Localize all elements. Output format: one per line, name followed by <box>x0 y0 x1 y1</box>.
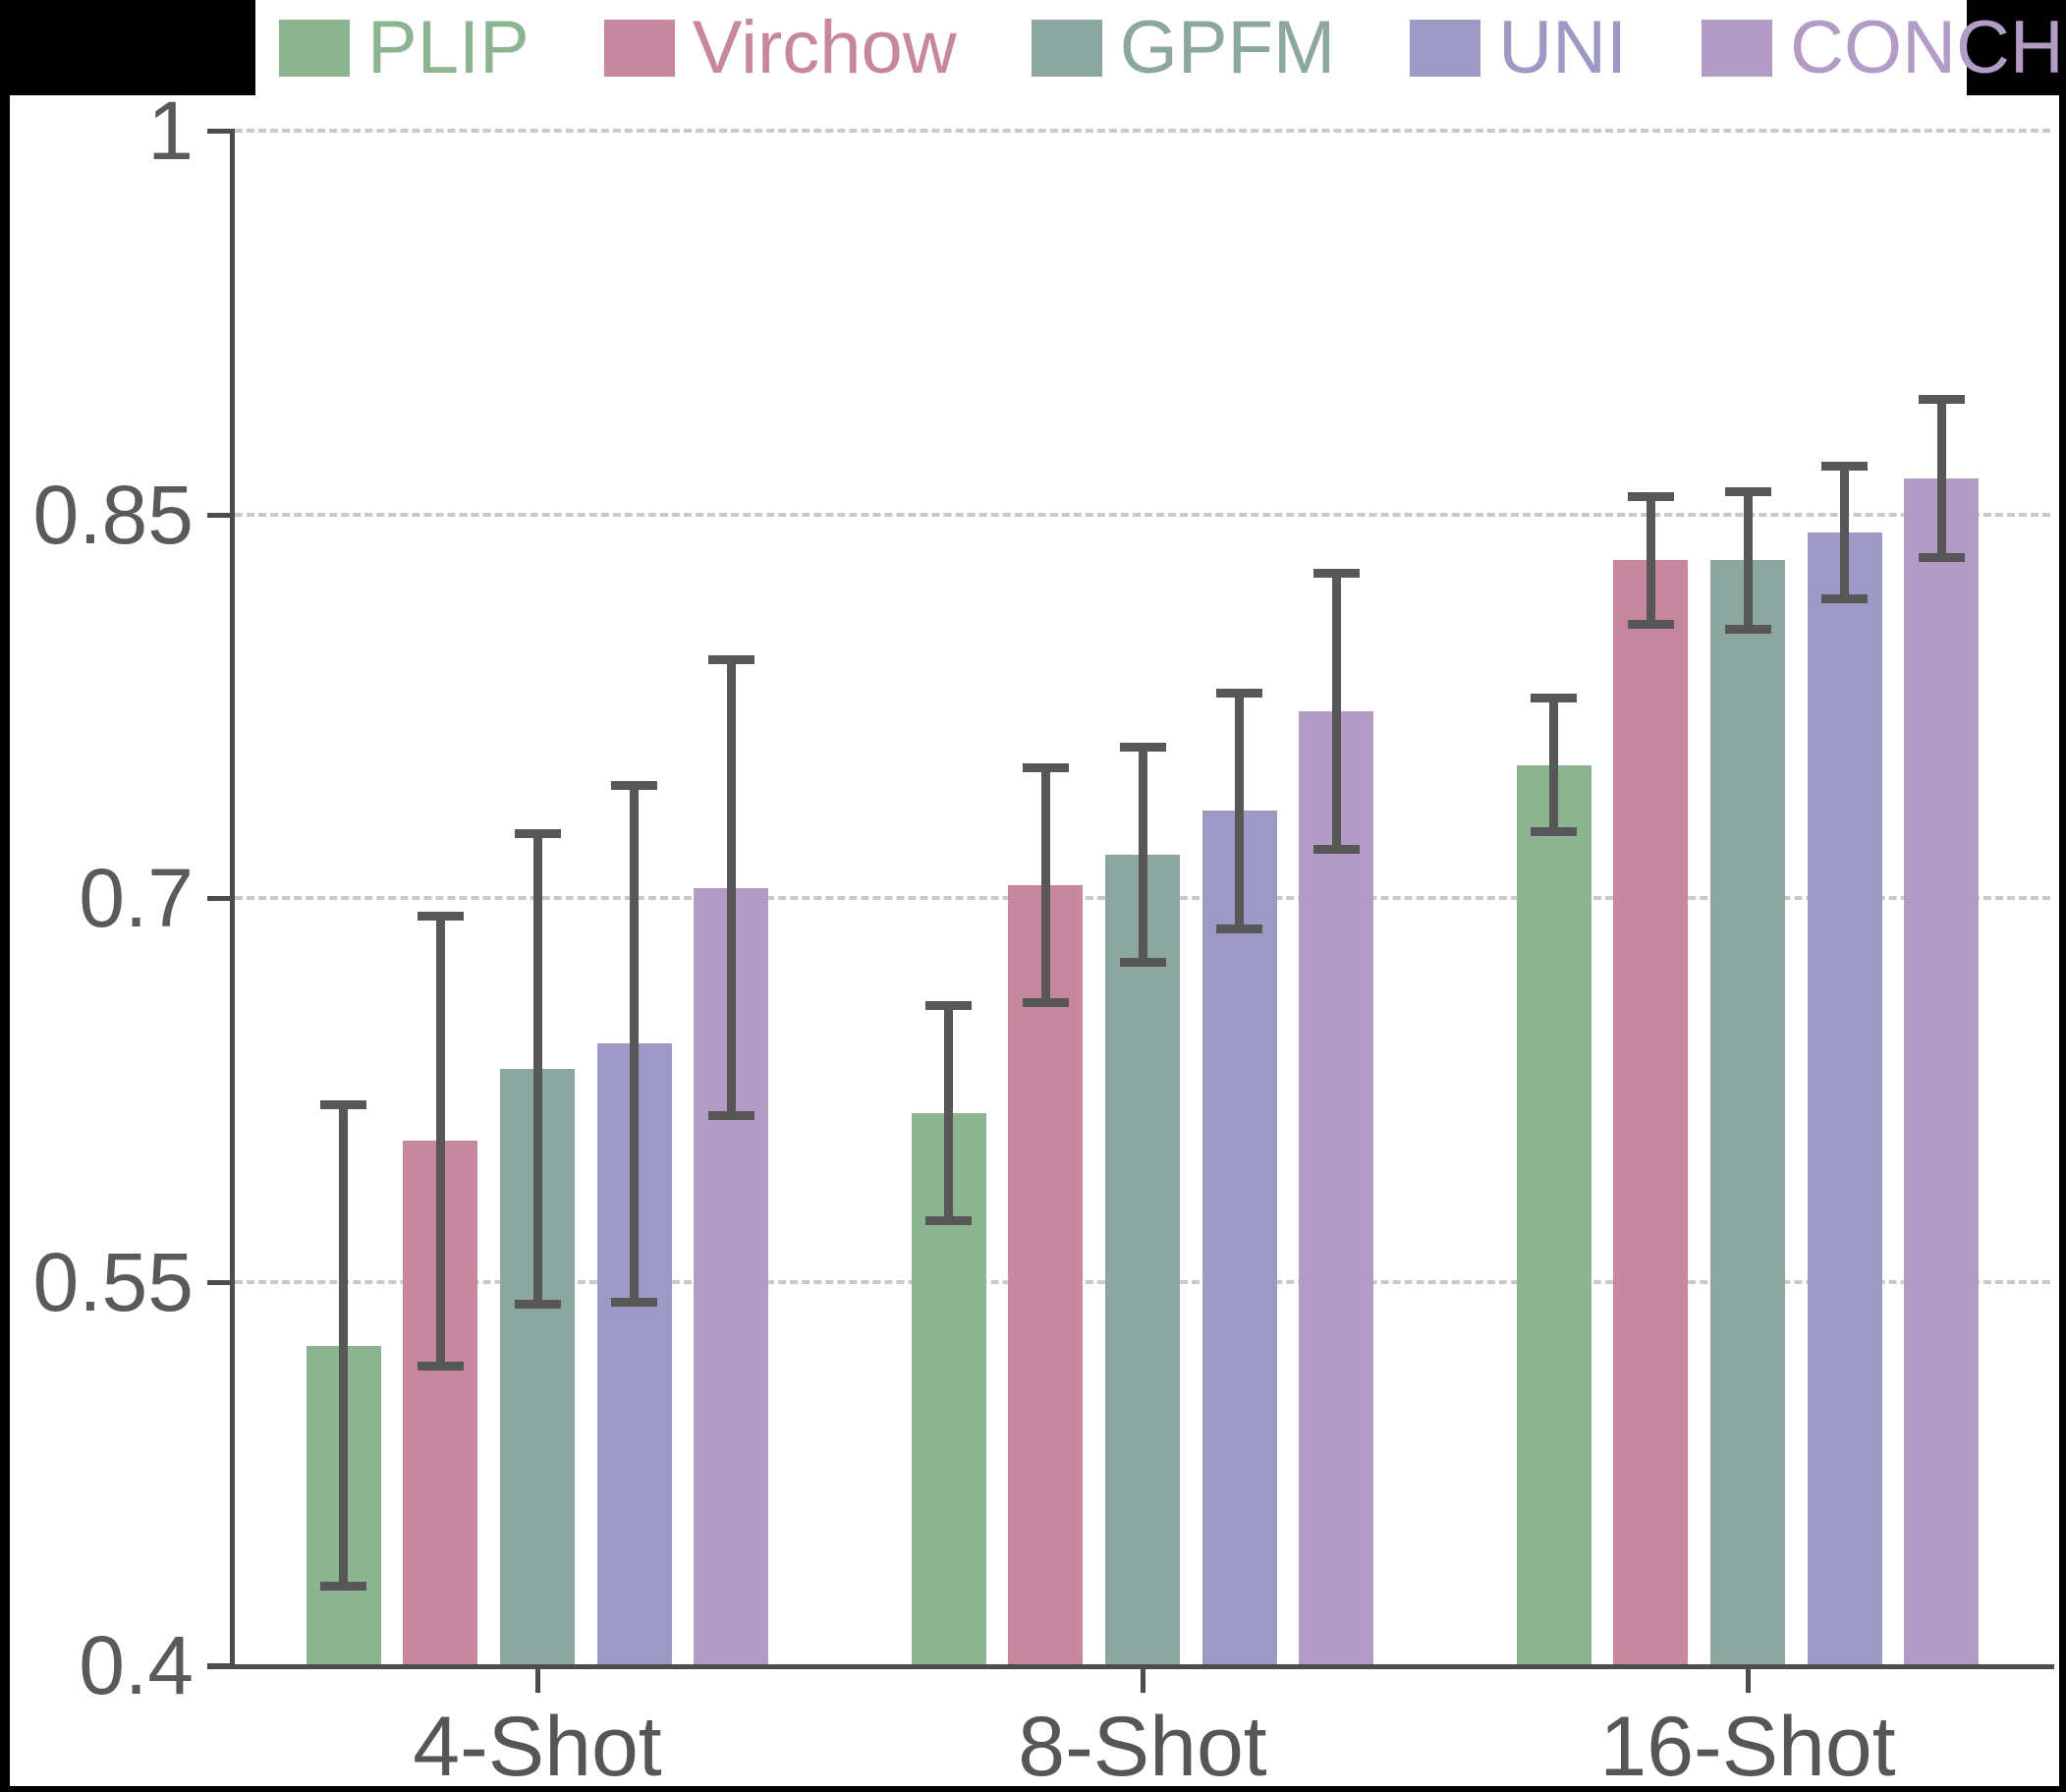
legend-item-uni: UNI <box>1410 5 1628 89</box>
y-tick-0.85 <box>207 512 235 518</box>
error-cap-top-virchow-4-shot <box>417 911 464 921</box>
y-tick-label-0.85: 0.85 <box>32 468 195 561</box>
error-bar-conch-16-shot <box>1936 399 1946 558</box>
error-cap-bottom-virchow-8-shot <box>1022 998 1069 1008</box>
error-cap-top-plip-16-shot <box>1531 694 1578 703</box>
error-bar-plip-8-shot <box>944 1005 954 1220</box>
x-tick-4-shot <box>535 1669 540 1693</box>
error-cap-bottom-plip-16-shot <box>1531 826 1578 836</box>
error-cap-bottom-gpfm-4-shot <box>514 1300 561 1310</box>
legend-swatch-uni <box>1410 19 1481 77</box>
bar-gpfm-8-shot <box>1105 854 1180 1665</box>
y-tick-label-1: 1 <box>147 84 194 177</box>
error-cap-top-plip-8-shot <box>925 1000 973 1010</box>
error-cap-bottom-plip-8-shot <box>925 1215 973 1225</box>
legend-swatch-plip <box>279 19 350 77</box>
error-cap-bottom-gpfm-16-shot <box>1724 625 1771 635</box>
error-cap-bottom-gpfm-8-shot <box>1119 957 1166 967</box>
legend-item-plip: PLIP <box>279 5 530 89</box>
gridline-1 <box>235 129 2050 133</box>
error-bar-uni-4-shot <box>630 785 640 1303</box>
error-bar-plip-4-shot <box>339 1104 349 1587</box>
legend-label-plip: PLIP <box>367 5 530 89</box>
bar-virchow-8-shot <box>1008 884 1084 1665</box>
error-bar-virchow-8-shot <box>1040 767 1050 1003</box>
error-cap-top-uni-16-shot <box>1821 461 1869 471</box>
error-bar-gpfm-4-shot <box>532 833 542 1305</box>
legend-label-uni: UNI <box>1498 5 1628 89</box>
error-cap-top-conch-4-shot <box>707 655 754 665</box>
error-bar-virchow-16-shot <box>1646 496 1655 625</box>
error-cap-top-conch-8-shot <box>1312 568 1360 578</box>
error-cap-top-uni-4-shot <box>611 780 658 790</box>
error-bar-plip-16-shot <box>1549 698 1559 832</box>
x-tick-8-shot <box>1141 1669 1145 1693</box>
bar-uni-8-shot <box>1201 811 1277 1665</box>
bar-uni-16-shot <box>1807 532 1882 1665</box>
y-axis-spine <box>230 129 235 1668</box>
error-bar-uni-8-shot <box>1235 693 1245 929</box>
error-cap-bottom-uni-16-shot <box>1821 593 1869 603</box>
legend: PLIP Virchow GPFM UNI CONCH <box>255 0 2064 95</box>
y-tick-label-0.7: 0.7 <box>79 852 194 944</box>
legend-swatch-gpfm <box>1031 19 1102 77</box>
bar-conch-16-shot <box>1904 478 1980 1665</box>
gridline-0.85 <box>235 512 2050 517</box>
x-tick-label-8-shot: 8-Shot <box>1018 1700 1267 1792</box>
error-cap-bottom-virchow-4-shot <box>417 1361 464 1371</box>
bar-virchow-16-shot <box>1613 560 1689 1665</box>
y-tick-0.7 <box>207 896 235 901</box>
x-tick-16-shot <box>1746 1669 1751 1693</box>
error-cap-bottom-uni-4-shot <box>611 1297 658 1307</box>
legend-label-gpfm: GPFM <box>1119 5 1336 89</box>
error-bar-conch-4-shot <box>726 659 736 1116</box>
error-cap-top-virchow-16-shot <box>1627 491 1674 501</box>
legend-item-virchow: Virchow <box>603 5 957 89</box>
bar-gpfm-16-shot <box>1710 560 1785 1665</box>
error-cap-bottom-conch-4-shot <box>707 1110 754 1120</box>
error-cap-top-plip-4-shot <box>320 1100 367 1110</box>
x-tick-label-4-shot: 4-Shot <box>413 1700 662 1792</box>
legend-item-conch: CONCH <box>1702 5 2064 89</box>
x-axis-spine <box>207 1664 2054 1669</box>
x-tick-label-16-shot: 16-Shot <box>1599 1700 1896 1792</box>
y-tick-label-0.55: 0.55 <box>32 1235 195 1328</box>
y-tick-1 <box>207 129 235 134</box>
error-cap-top-uni-8-shot <box>1216 689 1263 699</box>
error-cap-top-conch-16-shot <box>1918 394 1965 404</box>
error-bar-gpfm-8-shot <box>1138 747 1147 963</box>
error-cap-top-gpfm-4-shot <box>514 829 561 839</box>
error-cap-bottom-conch-16-shot <box>1918 553 1965 563</box>
legend-label-conch: CONCH <box>1790 5 2064 89</box>
legend-swatch-virchow <box>603 19 675 77</box>
y-tick-0.55 <box>207 1279 235 1285</box>
error-bar-conch-8-shot <box>1331 573 1341 850</box>
error-cap-bottom-conch-8-shot <box>1312 845 1360 855</box>
bar-plip-16-shot <box>1516 764 1591 1665</box>
error-cap-top-gpfm-16-shot <box>1724 486 1771 496</box>
error-cap-bottom-virchow-16-shot <box>1627 619 1674 629</box>
legend-label-virchow: Virchow <box>692 5 957 89</box>
legend-swatch-conch <box>1702 19 1773 77</box>
error-cap-bottom-plip-4-shot <box>320 1581 367 1591</box>
error-cap-bottom-uni-8-shot <box>1216 924 1263 933</box>
error-cap-top-gpfm-8-shot <box>1119 742 1166 752</box>
bar-conch-8-shot <box>1299 710 1374 1665</box>
error-bar-uni-16-shot <box>1840 466 1850 599</box>
error-bar-gpfm-16-shot <box>1743 491 1753 630</box>
error-bar-virchow-4-shot <box>435 916 445 1367</box>
y-tick-label-0.4: 0.4 <box>79 1619 194 1711</box>
error-cap-top-virchow-8-shot <box>1022 762 1069 772</box>
legend-item-gpfm: GPFM <box>1031 5 1336 89</box>
